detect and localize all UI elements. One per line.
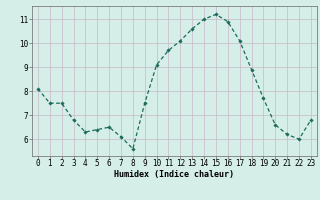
X-axis label: Humidex (Indice chaleur): Humidex (Indice chaleur) [115, 170, 234, 179]
